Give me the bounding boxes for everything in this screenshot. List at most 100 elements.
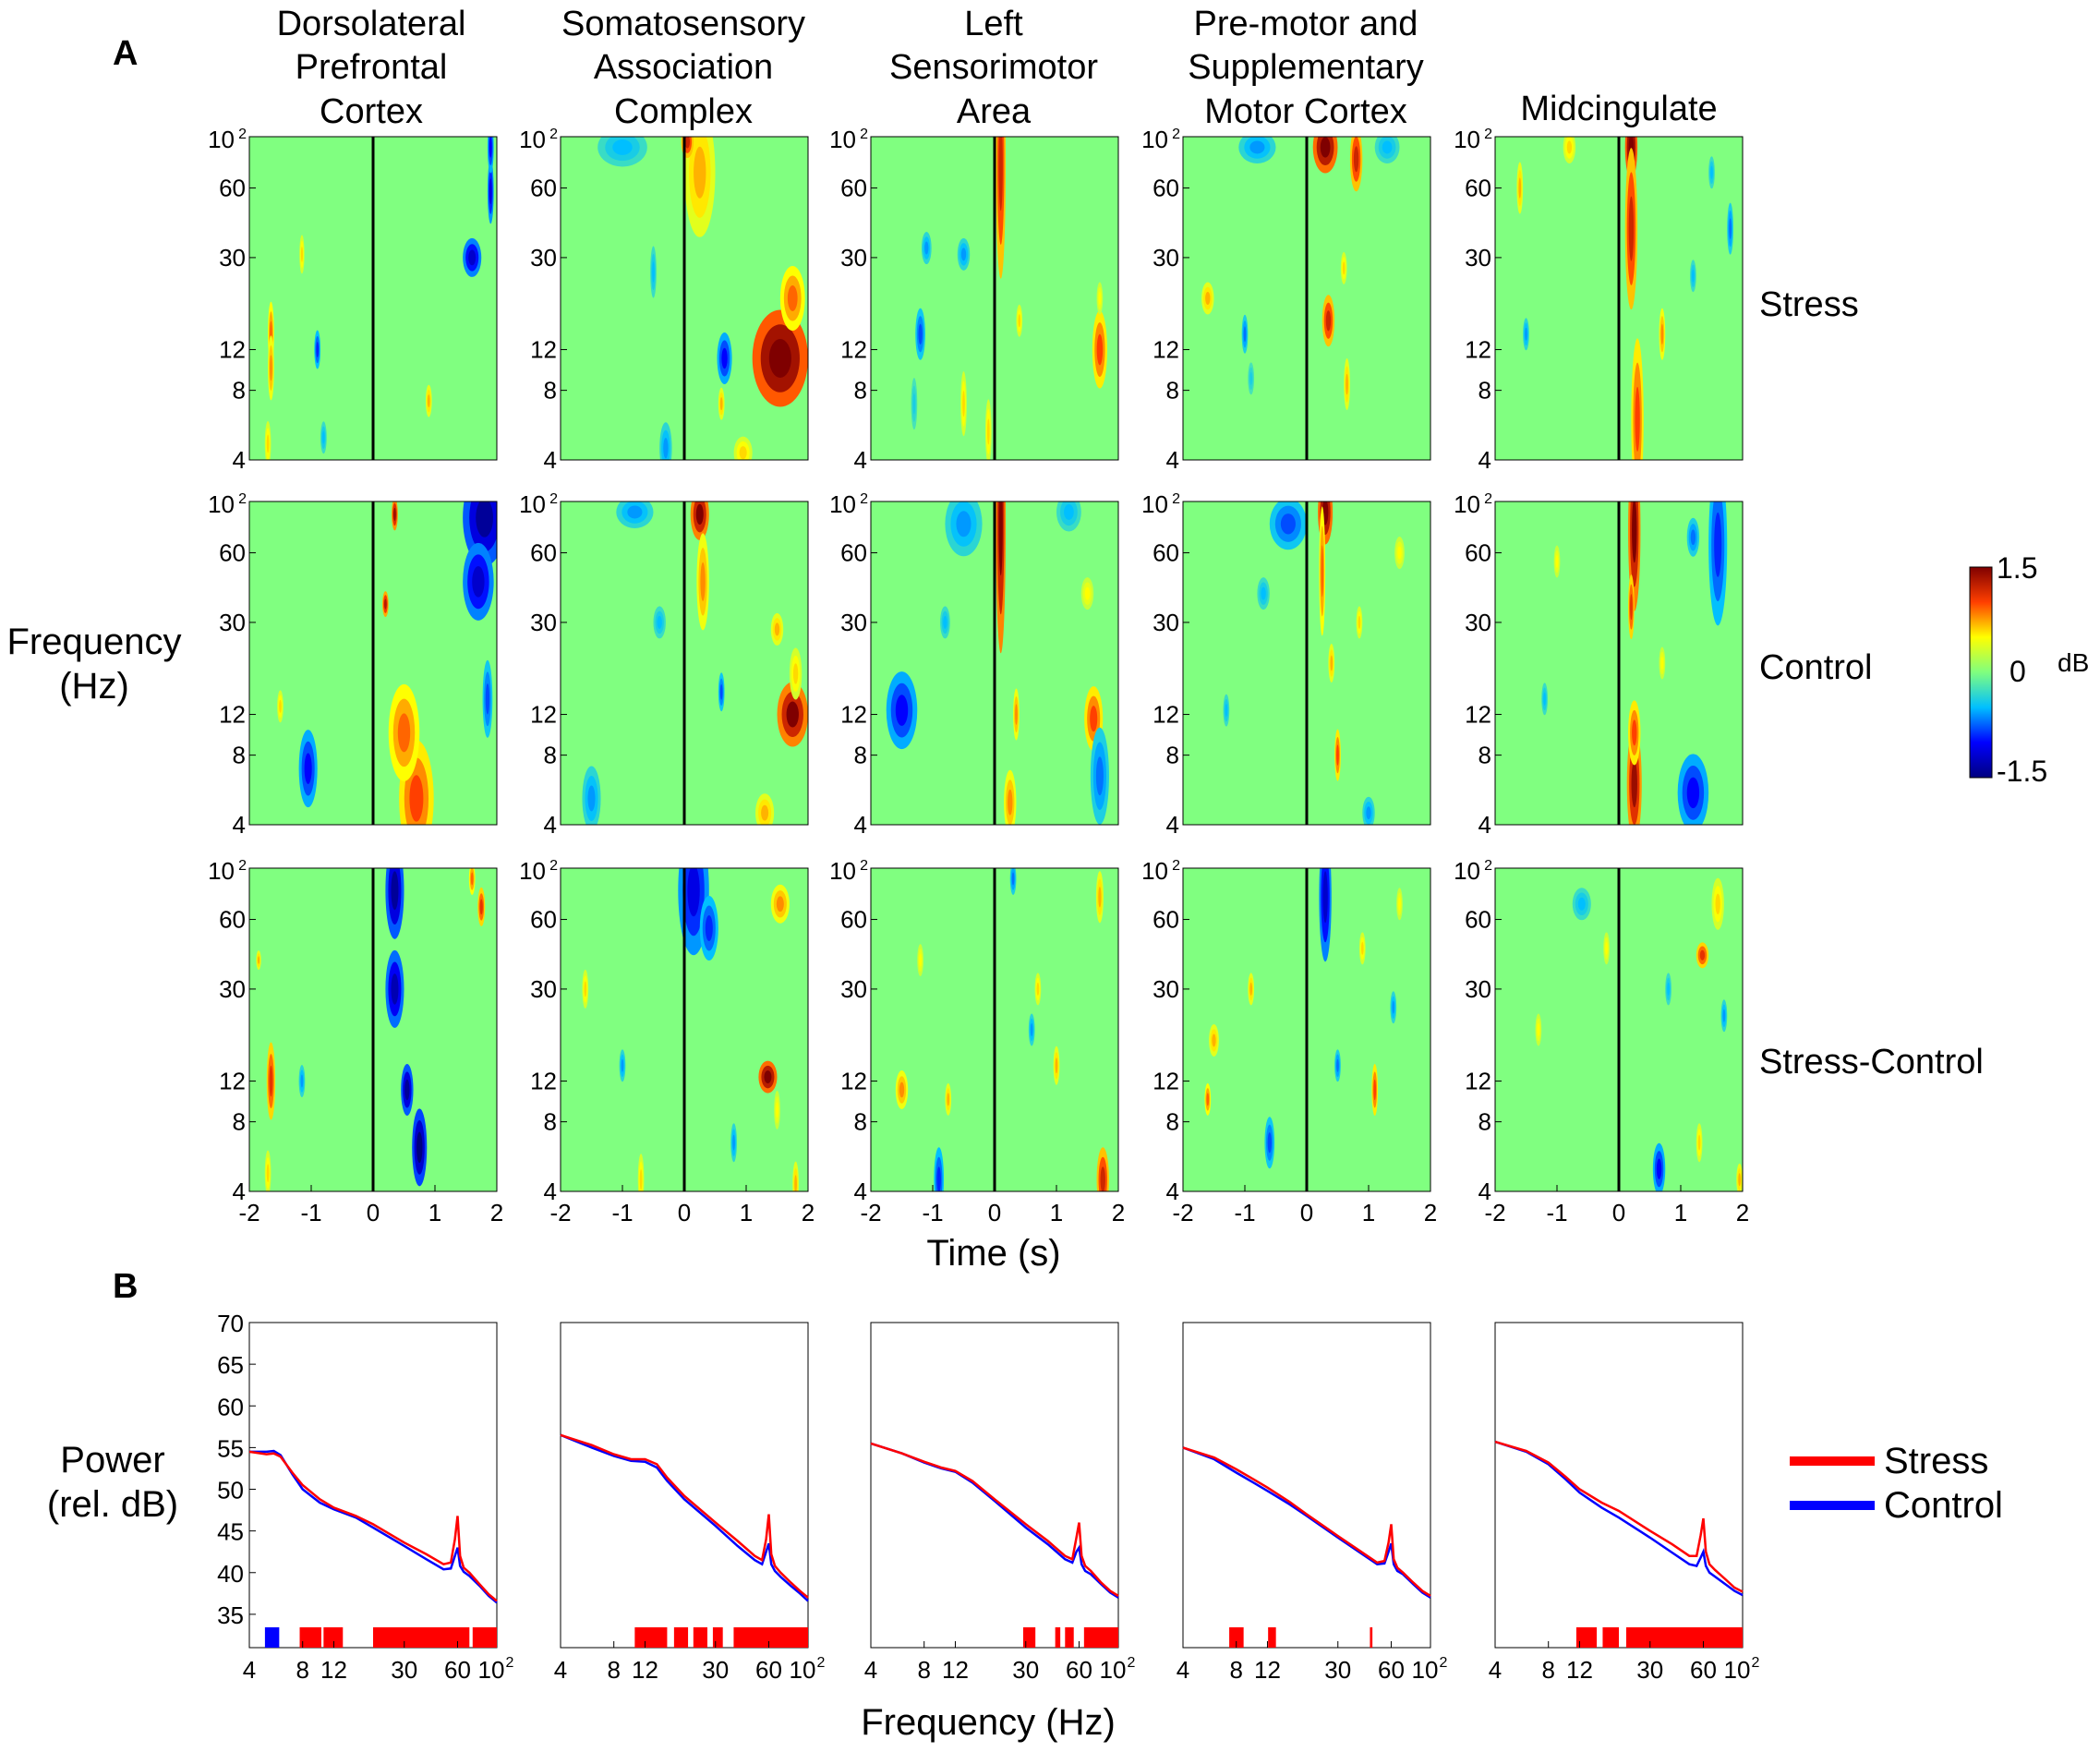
heatmap-frame	[1494, 136, 1744, 461]
x-tick-label: 12	[632, 1656, 658, 1684]
heatmap-blob	[277, 690, 284, 723]
heatmap-blob	[1696, 1123, 1703, 1163]
y-tick-label-exponent: 2	[549, 491, 558, 507]
heatmap-blob	[1223, 694, 1230, 727]
x-tick-label: 60	[1378, 1656, 1405, 1684]
y-tick-label: 70	[217, 1310, 244, 1337]
spectrum-frame	[870, 1322, 1119, 1649]
x-tick-label: 12	[1566, 1656, 1593, 1684]
region-title-line: Motor Cortex	[1204, 92, 1407, 131]
y-tick-label: 4	[1478, 1178, 1491, 1205]
x-tick-label: 10	[1412, 1656, 1439, 1684]
heatmap-blob	[1541, 683, 1548, 716]
x-tick-label-exponent: 2	[1752, 1655, 1760, 1671]
x-tick-label-exponent: 2	[1440, 1655, 1448, 1671]
heatmap-frame	[248, 136, 498, 461]
heatmap-blob	[1356, 606, 1363, 639]
heatmap-blob	[1092, 310, 1107, 389]
heatmap-blob	[487, 137, 494, 174]
heatmap-blob	[1371, 1064, 1379, 1117]
heatmap-blob	[1248, 973, 1255, 1006]
y-tick-label: 8	[544, 1108, 557, 1136]
y-tick-label: 12	[1465, 336, 1491, 364]
y-tick-label: 10	[1141, 857, 1168, 885]
y-tick-label: 12	[219, 1068, 246, 1095]
colorbar-gradient	[1969, 566, 1993, 779]
y-tick-label: 4	[1478, 811, 1491, 839]
heatmap-blob	[385, 868, 404, 939]
y-tick-label: 12	[1465, 1068, 1491, 1095]
y-tick-label: 60	[840, 539, 867, 567]
significance-bar	[1055, 1627, 1061, 1648]
y-tick-label: 4	[233, 1178, 246, 1205]
x-tick-label: 2	[802, 1199, 815, 1226]
heatmap-blob	[921, 232, 932, 265]
x-tick-label: 1	[1362, 1199, 1375, 1226]
y-tick-label: 30	[1465, 609, 1491, 636]
y-tick-label: 8	[1166, 1108, 1179, 1136]
a-ylabel-line: Frequency	[7, 622, 182, 662]
y-tick-label: 10	[1454, 126, 1480, 153]
y-tick-label: 30	[840, 975, 867, 1003]
heatmap-blob	[1056, 501, 1081, 532]
y-tick-label: 30	[219, 609, 246, 636]
heatmap-blob	[1334, 729, 1341, 781]
heatmap-blob	[945, 501, 983, 557]
heatmap-blob	[945, 1082, 952, 1116]
panel-label-b: B	[113, 1267, 138, 1306]
heatmap-blob	[1248, 362, 1255, 395]
y-tick-label: 60	[1153, 539, 1179, 567]
x-tick-label: 1	[740, 1199, 753, 1226]
significance-bar	[323, 1627, 344, 1648]
y-tick-label: 10	[208, 490, 235, 518]
heatmap-blob	[659, 422, 672, 460]
heatmap-blob	[717, 332, 732, 385]
y-tick-label: 8	[233, 1108, 246, 1136]
heatmap-blob	[477, 887, 486, 926]
y-tick-label: 30	[1153, 244, 1179, 272]
x-tick-label: 30	[391, 1656, 417, 1684]
y-tick-label: 65	[217, 1351, 244, 1379]
y-tick-label-exponent: 2	[238, 491, 247, 507]
heatmap-blob	[1390, 991, 1397, 1024]
heatmap-blob	[779, 266, 805, 331]
y-tick-label: 4	[854, 1178, 867, 1205]
heatmap-blob	[1572, 888, 1591, 921]
y-tick-label: 10	[519, 126, 546, 153]
y-tick-label: 4	[854, 811, 867, 839]
heatmap-blob	[264, 1150, 272, 1191]
y-tick-label: 8	[854, 742, 867, 769]
significance-bar	[1625, 1627, 1743, 1648]
y-tick-label-exponent: 2	[238, 127, 247, 142]
region-title-line: Association	[594, 48, 773, 87]
a-xlabel: Time (s)	[926, 1233, 1060, 1274]
heatmap-blob	[1727, 202, 1733, 255]
heatmap-blob	[382, 591, 389, 618]
spectrum-frame	[560, 1322, 809, 1649]
heatmap-blob	[388, 683, 420, 781]
heatmap-blob	[1241, 314, 1249, 354]
heatmap-blob	[392, 501, 398, 531]
heatmap-blob	[597, 137, 647, 167]
heatmap-blob	[1349, 137, 1363, 192]
spectrum-frame	[1494, 1322, 1744, 1649]
heatmap-blob	[684, 137, 716, 237]
y-tick-label-exponent: 2	[549, 127, 558, 142]
y-tick-label: 10	[1454, 490, 1480, 518]
x-tick-label: 30	[702, 1656, 729, 1684]
y-tick-label: 55	[217, 1434, 244, 1462]
x-tick-label: 0	[1300, 1199, 1313, 1226]
x-tick-label: 0	[678, 1199, 691, 1226]
heatmap-blob	[256, 950, 261, 971]
heatmap-blob	[792, 1161, 799, 1191]
heatmap-blob	[1096, 1147, 1109, 1191]
y-tick-label-exponent: 2	[1484, 858, 1492, 874]
x-tick-label: -1	[300, 1199, 321, 1226]
heatmap-blob	[1264, 1117, 1275, 1169]
x-tick-label: -2	[860, 1199, 881, 1226]
